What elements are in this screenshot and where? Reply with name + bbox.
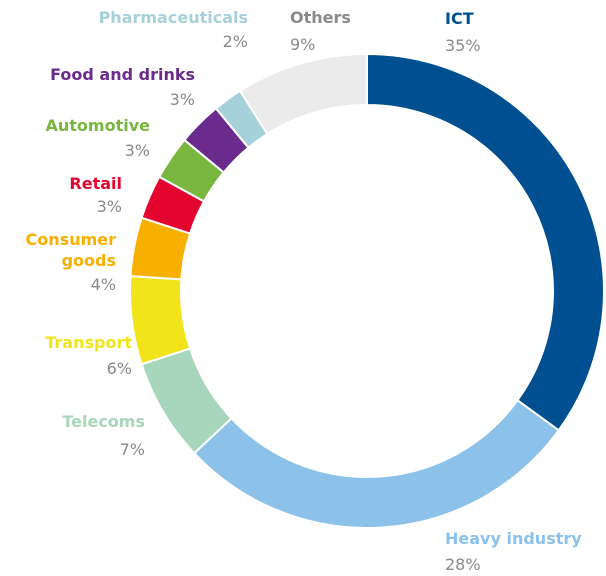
value-label: 2% [222,32,248,51]
category-label: Transport [45,333,132,352]
value-label: 4% [90,275,116,294]
category-label: Retail [69,174,122,193]
value-label: 28% [445,555,481,574]
donut-slice [238,52,368,136]
category-label: Consumer goods [25,230,116,270]
category-label: Heavy industry [445,529,582,548]
category-label: Pharmaceuticals [98,8,248,27]
category-label: Automotive [45,116,151,135]
value-label: 3% [96,197,122,216]
value-label: 3% [124,141,150,160]
value-label: 3% [169,90,195,109]
donut-slice [366,52,605,432]
category-label: Telecoms [62,412,145,431]
donut-slice [192,398,561,529]
value-label: 6% [106,359,132,378]
category-label: Food and drinks [50,65,195,84]
value-label: 35% [445,36,481,55]
donut-slice [129,275,192,366]
category-label: Others [290,8,351,27]
value-label: 7% [119,440,145,459]
category-label: ICT [445,9,474,28]
value-label: 9% [290,35,316,54]
